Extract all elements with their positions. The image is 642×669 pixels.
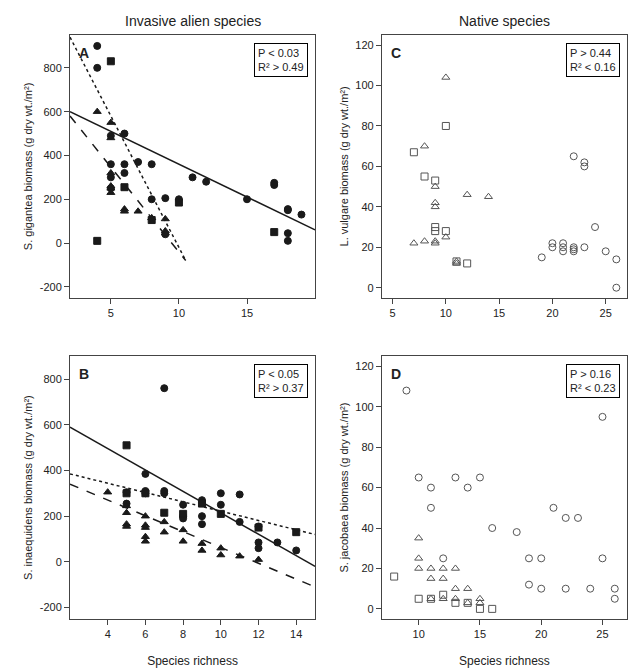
- svg-text:-200: -200: [40, 601, 62, 613]
- svg-text:10: 10: [440, 307, 452, 319]
- svg-text:20: 20: [361, 562, 373, 574]
- svg-text:6: 6: [142, 628, 148, 640]
- svg-text:10: 10: [173, 307, 185, 319]
- svg-text:S. gigantea biomass (g dry wt.: S. gigantea biomass (g dry wt./m²): [22, 83, 34, 251]
- svg-text:Native species: Native species: [459, 13, 550, 29]
- svg-text:P < 0.05R² > 0.37: P < 0.05R² > 0.37: [258, 368, 304, 394]
- svg-text:120: 120: [355, 39, 373, 51]
- svg-text:400: 400: [43, 464, 61, 476]
- svg-text:60: 60: [361, 481, 373, 493]
- svg-text:4: 4: [105, 628, 111, 640]
- svg-text:P > 0.44R² < 0.16: P > 0.44R² < 0.16: [570, 47, 616, 73]
- svg-text:15: 15: [241, 307, 253, 319]
- svg-text:800: 800: [43, 62, 61, 74]
- svg-text:120: 120: [355, 360, 373, 372]
- svg-text:L. vulgare biomass (g dry wt./: L. vulgare biomass (g dry wt./m²): [338, 86, 350, 246]
- svg-text:C: C: [391, 45, 401, 61]
- svg-text:100: 100: [355, 79, 373, 91]
- svg-text:10: 10: [413, 628, 425, 640]
- svg-text:25: 25: [600, 307, 612, 319]
- svg-text:200: 200: [43, 193, 61, 205]
- svg-text:60: 60: [361, 160, 373, 172]
- svg-text:D: D: [391, 366, 401, 382]
- svg-text:Invasive alien species: Invasive alien species: [125, 13, 261, 29]
- svg-text:600: 600: [43, 106, 61, 118]
- svg-text:14: 14: [290, 628, 302, 640]
- svg-text:80: 80: [361, 441, 373, 453]
- svg-text:40: 40: [361, 522, 373, 534]
- svg-text:15: 15: [493, 307, 505, 319]
- svg-text:0: 0: [56, 237, 62, 249]
- svg-text:20: 20: [535, 628, 547, 640]
- svg-text:100: 100: [355, 401, 373, 413]
- svg-text:S. jacobaea biomass (g dry wt.: S. jacobaea biomass (g dry wt./m²): [338, 403, 350, 573]
- svg-text:20: 20: [546, 307, 558, 319]
- svg-text:400: 400: [43, 149, 61, 161]
- svg-text:-200: -200: [40, 281, 62, 293]
- svg-text:5: 5: [108, 307, 114, 319]
- svg-text:8: 8: [180, 628, 186, 640]
- svg-text:800: 800: [43, 373, 61, 385]
- svg-text:B: B: [79, 366, 89, 382]
- svg-text:0: 0: [56, 556, 62, 568]
- svg-text:5: 5: [390, 307, 396, 319]
- svg-text:600: 600: [43, 419, 61, 431]
- svg-text:80: 80: [361, 120, 373, 132]
- svg-text:P > 0.16R² < 0.23: P > 0.16R² < 0.23: [570, 368, 616, 394]
- svg-text:15: 15: [474, 628, 486, 640]
- svg-text:10: 10: [215, 628, 227, 640]
- svg-text:S. inaequidens biomass (g dry: S. inaequidens biomass (g dry wt./m²): [22, 395, 34, 580]
- svg-text:Species richness: Species richness: [147, 654, 238, 668]
- svg-text:12: 12: [252, 628, 264, 640]
- svg-text:25: 25: [596, 628, 608, 640]
- svg-text:P < 0.03R² > 0.49: P < 0.03R² > 0.49: [258, 47, 304, 73]
- svg-text:200: 200: [43, 510, 61, 522]
- svg-text:40: 40: [361, 201, 373, 213]
- svg-text:A: A: [79, 45, 89, 61]
- svg-text:20: 20: [361, 241, 373, 253]
- svg-text:Species richness: Species richness: [459, 654, 550, 668]
- svg-text:0: 0: [368, 603, 374, 615]
- svg-text:0: 0: [368, 282, 374, 294]
